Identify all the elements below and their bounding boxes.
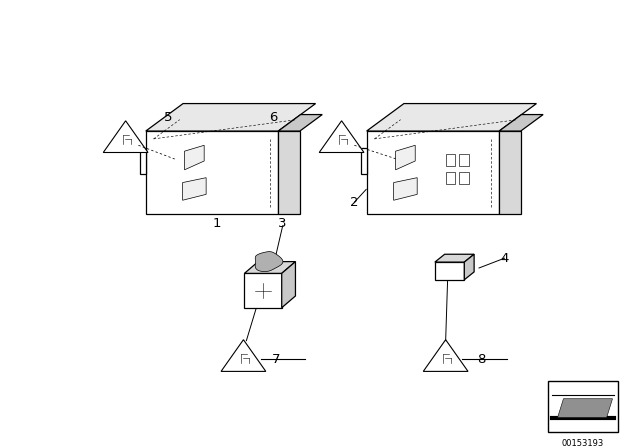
Polygon shape xyxy=(435,262,464,280)
Text: 8: 8 xyxy=(477,353,485,366)
Polygon shape xyxy=(464,254,474,280)
Text: 2: 2 xyxy=(350,196,358,209)
Text: 3: 3 xyxy=(278,217,287,230)
Polygon shape xyxy=(361,148,367,173)
Polygon shape xyxy=(278,115,323,131)
Polygon shape xyxy=(499,131,521,215)
Polygon shape xyxy=(182,178,206,200)
Polygon shape xyxy=(394,178,417,200)
Polygon shape xyxy=(557,399,612,418)
Polygon shape xyxy=(319,121,364,152)
Text: 6: 6 xyxy=(269,111,277,124)
Polygon shape xyxy=(184,145,204,170)
Polygon shape xyxy=(244,262,296,273)
Polygon shape xyxy=(396,145,415,170)
Polygon shape xyxy=(146,103,316,131)
Polygon shape xyxy=(221,340,266,371)
Polygon shape xyxy=(460,154,469,166)
Polygon shape xyxy=(435,254,474,262)
Polygon shape xyxy=(423,340,468,371)
Polygon shape xyxy=(282,262,296,308)
Text: 00153193: 00153193 xyxy=(562,439,604,448)
Bar xyxy=(548,381,618,432)
Polygon shape xyxy=(445,154,456,166)
Polygon shape xyxy=(367,131,499,215)
Text: 5: 5 xyxy=(164,111,172,124)
Polygon shape xyxy=(445,172,456,184)
Text: 1: 1 xyxy=(212,217,221,230)
Polygon shape xyxy=(367,103,536,131)
Polygon shape xyxy=(140,148,146,173)
Polygon shape xyxy=(103,121,148,152)
Polygon shape xyxy=(255,252,283,271)
Polygon shape xyxy=(146,131,278,215)
Polygon shape xyxy=(244,273,282,308)
Text: 7: 7 xyxy=(271,353,280,366)
Text: 4: 4 xyxy=(500,252,509,265)
Polygon shape xyxy=(499,115,543,131)
Polygon shape xyxy=(278,131,300,215)
Polygon shape xyxy=(460,172,469,184)
